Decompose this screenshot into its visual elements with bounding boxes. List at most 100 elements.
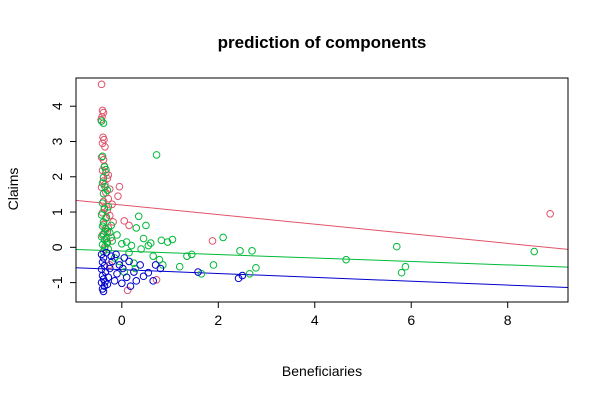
data-point xyxy=(187,250,196,259)
data-point xyxy=(120,217,129,225)
data-point xyxy=(125,248,133,257)
data-point xyxy=(114,192,122,200)
data-point xyxy=(107,221,116,230)
data-point xyxy=(152,151,161,159)
x-tick-label: 4 xyxy=(311,312,319,328)
data-point xyxy=(209,261,218,269)
data-point xyxy=(108,257,116,266)
data-point xyxy=(99,189,108,198)
data-point xyxy=(238,271,247,280)
data-point xyxy=(134,212,143,221)
data-point xyxy=(139,234,148,243)
data-point xyxy=(99,119,108,127)
x-tick-label: 6 xyxy=(407,312,415,328)
data-point xyxy=(152,275,161,284)
fit-line-2 xyxy=(76,248,568,268)
data-point xyxy=(155,255,164,264)
y-axis-label: Claims xyxy=(5,168,21,211)
data-point xyxy=(168,235,177,244)
data-point xyxy=(99,218,108,226)
fit-line-1 xyxy=(76,199,568,250)
data-point xyxy=(146,239,155,247)
data-point xyxy=(97,80,106,89)
data-point xyxy=(130,268,138,276)
data-point xyxy=(120,254,129,262)
data-point xyxy=(118,279,126,288)
fit-lines xyxy=(76,199,568,289)
data-point xyxy=(97,153,106,162)
data-point xyxy=(100,135,108,144)
data-point xyxy=(125,221,133,230)
data-point xyxy=(115,182,124,191)
data-point xyxy=(219,233,227,242)
data-point xyxy=(126,282,135,290)
data-point xyxy=(118,239,126,248)
data-point xyxy=(113,231,121,239)
data-point xyxy=(156,264,165,273)
data-point xyxy=(157,236,166,245)
data-point xyxy=(530,247,539,256)
data-point xyxy=(122,238,131,246)
data-point xyxy=(101,278,109,286)
y-tick-label: 2 xyxy=(49,173,65,181)
data-point xyxy=(110,277,119,285)
y-tick-label: 1 xyxy=(49,208,65,216)
plot-frame xyxy=(75,77,569,303)
data-point xyxy=(401,262,410,271)
data-point xyxy=(397,268,406,277)
data-point xyxy=(105,264,114,273)
x-tick-label: 2 xyxy=(214,312,222,328)
data-point xyxy=(108,237,116,245)
chart-title: prediction of components xyxy=(218,33,427,52)
data-point xyxy=(137,245,145,253)
data-point xyxy=(103,280,112,289)
data-point xyxy=(101,142,109,151)
x-axis-label: Beneficiaries xyxy=(282,363,362,379)
data-point xyxy=(105,228,114,237)
data-point xyxy=(149,277,157,285)
data-point xyxy=(144,268,153,277)
y-tick-label: 3 xyxy=(49,137,65,145)
data-point xyxy=(118,264,127,273)
data-points xyxy=(97,80,554,296)
y-tick-label: 4 xyxy=(49,102,65,110)
x-tick-label: 0 xyxy=(118,312,126,328)
data-point xyxy=(98,240,107,249)
data-point xyxy=(104,202,113,211)
data-point xyxy=(107,252,116,260)
data-point xyxy=(127,241,136,250)
data-point xyxy=(99,108,108,117)
data-point xyxy=(149,252,157,260)
data-point xyxy=(236,247,244,255)
data-point xyxy=(132,224,141,232)
x-tick-label: 8 xyxy=(504,312,512,328)
data-point xyxy=(342,255,350,264)
data-point xyxy=(112,250,120,259)
data-point xyxy=(108,200,116,209)
data-point xyxy=(99,173,108,182)
data-point xyxy=(194,268,202,276)
data-point xyxy=(97,117,106,125)
fit-line-3 xyxy=(76,267,568,289)
data-point xyxy=(98,152,107,161)
data-point xyxy=(103,238,112,246)
x-axis: 0 2 4 6 8 xyxy=(118,302,512,328)
data-point xyxy=(546,210,554,218)
data-point xyxy=(131,264,140,273)
data-point xyxy=(175,262,184,271)
y-tick-label: -1 xyxy=(49,276,65,289)
data-point xyxy=(122,273,131,282)
data-point xyxy=(144,241,153,250)
data-point xyxy=(151,261,160,269)
data-point xyxy=(136,261,144,269)
data-point xyxy=(183,252,191,260)
data-point xyxy=(248,247,256,255)
data-point xyxy=(115,257,124,266)
data-point xyxy=(99,287,108,296)
data-point xyxy=(132,277,141,285)
data-point xyxy=(99,220,108,229)
data-point xyxy=(142,221,150,230)
data-point xyxy=(139,272,148,281)
y-axis: -1 0 1 2 3 4 xyxy=(49,102,76,289)
